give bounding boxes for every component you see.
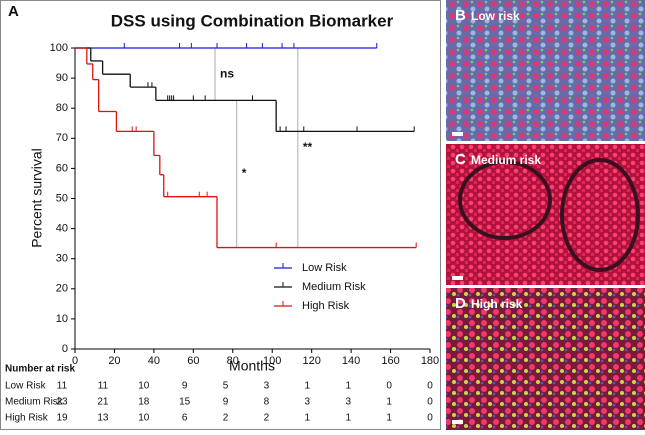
risk-count: 23 — [56, 397, 68, 408]
risk-count: 3 — [264, 381, 270, 392]
legend-label: Medium Risk — [302, 281, 366, 293]
risk-count: 0 — [386, 381, 392, 392]
risk-count: 9 — [182, 381, 188, 392]
tissue-outline — [458, 160, 552, 240]
micrograph — [446, 0, 645, 141]
scale-bar — [452, 420, 463, 424]
panel-label: Low risk — [471, 9, 520, 23]
panel-label: High risk — [471, 297, 523, 311]
legend-label: High Risk — [302, 300, 350, 312]
panel-letter: D — [455, 295, 466, 312]
risk-count: 15 — [179, 397, 191, 408]
x-tick-label: 160 — [381, 355, 399, 367]
significance-label: ns — [220, 66, 234, 80]
risk-row-label: Low Risk — [5, 381, 47, 392]
risk-count: 8 — [264, 397, 270, 408]
x-tick-label: 0 — [72, 355, 78, 367]
x-tick-label: 40 — [148, 355, 160, 367]
micrograph — [446, 288, 645, 430]
panel-label: Medium risk — [471, 153, 541, 167]
risk-count: 0 — [427, 413, 433, 424]
panel-label: A — [8, 3, 19, 20]
risk-count: 3 — [345, 397, 351, 408]
y-tick-label: 90 — [56, 72, 68, 84]
panel-letter: B — [455, 7, 466, 24]
y-tick-label: 20 — [56, 283, 68, 295]
risk-count: 11 — [57, 381, 68, 392]
risk-count: 2 — [223, 413, 229, 424]
risk-count: 6 — [182, 413, 188, 424]
x-tick-label: 180 — [421, 355, 439, 367]
y-axis-label: Percent survival — [29, 148, 45, 248]
risk-count: 1 — [386, 413, 392, 424]
risk-count: 10 — [138, 381, 150, 392]
y-tick-label: 50 — [56, 192, 68, 204]
scale-bar — [452, 276, 463, 280]
risk-count: 1 — [305, 381, 311, 392]
risk-count: 18 — [138, 397, 150, 408]
risk-count: 1 — [386, 397, 392, 408]
panel-letter: C — [455, 151, 466, 168]
x-tick-label: 100 — [263, 355, 281, 367]
risk-count: 1 — [345, 381, 351, 392]
risk-count: 21 — [97, 397, 109, 408]
legend-label: Low Risk — [302, 262, 347, 274]
risk-count: 1 — [345, 413, 351, 424]
risk-count: 13 — [97, 413, 109, 424]
y-tick-label: 70 — [56, 132, 68, 144]
y-tick-label: 10 — [56, 313, 68, 325]
x-tick-label: 20 — [108, 355, 120, 367]
image-panels — [446, 0, 645, 430]
x-tick-label: 140 — [342, 355, 360, 367]
scale-bar — [452, 132, 463, 136]
survival-curve — [75, 43, 378, 49]
x-tick-label: 60 — [187, 355, 199, 367]
y-tick-label: 0 — [62, 343, 68, 355]
tissue-outline — [560, 158, 640, 272]
risk-count: 5 — [223, 381, 229, 392]
significance-label: ** — [303, 140, 313, 154]
significance-label: * — [242, 166, 247, 180]
x-axis-label: Months — [229, 358, 275, 374]
y-tick-label: 80 — [56, 102, 68, 114]
risk-count: 0 — [427, 397, 433, 408]
chart-title: DSS using Combination Biomarker — [111, 11, 394, 30]
risk-count: 1 — [305, 413, 311, 424]
y-tick-label: 100 — [50, 42, 68, 54]
risk-count: 3 — [305, 397, 311, 408]
risk-row-label: Medium Risk — [5, 397, 64, 408]
risk-count: 0 — [427, 381, 433, 392]
risk-count: 11 — [98, 381, 109, 392]
y-tick-label: 40 — [56, 223, 68, 235]
risk-row-label: High Risk — [5, 413, 49, 424]
x-tick-label: 80 — [227, 355, 239, 367]
survival-curve — [75, 47, 417, 249]
survival-curve — [75, 47, 415, 133]
risk-table-header: Number at risk — [5, 364, 75, 375]
risk-count: 9 — [223, 397, 229, 408]
risk-count: 19 — [56, 413, 68, 424]
risk-count: 10 — [138, 413, 150, 424]
risk-count: 2 — [264, 413, 270, 424]
y-tick-label: 30 — [56, 253, 68, 265]
y-tick-label: 60 — [56, 162, 68, 174]
x-tick-label: 120 — [302, 355, 320, 367]
panel-border — [0, 0, 441, 430]
